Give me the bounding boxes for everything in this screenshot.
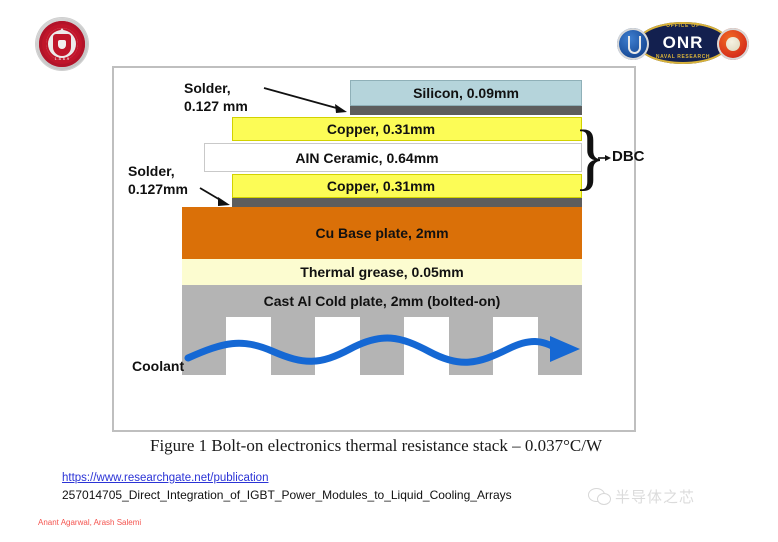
dbc-label: DBC xyxy=(612,148,645,165)
usmc-eagle-globe-seal-icon xyxy=(717,28,749,60)
source-url-remainder: 257014705_Direct_Integration_of_IGBT_Pow… xyxy=(62,488,512,502)
layer-silicon: Silicon, 0.09mm xyxy=(350,80,582,106)
seal-date-text: 1 8 6 9 xyxy=(54,56,70,61)
onr-logo: OFFICE OF ONR NAVAL RESEARCH xyxy=(613,20,753,68)
onr-oval-background xyxy=(637,22,729,64)
onr-center-text: ONR xyxy=(662,33,704,52)
dbc-brace-icon: } xyxy=(580,117,600,198)
callout-solder-bottom-line1: Solder, xyxy=(128,163,175,179)
cooling-fin xyxy=(449,317,493,375)
layer-copper-lower: Copper, 0.31mm xyxy=(232,174,582,198)
dbc-arrow-icon xyxy=(598,155,611,161)
layer-thermal-grease-label: Thermal grease, 0.05mm xyxy=(300,264,464,280)
seal-pediment-icon xyxy=(56,28,68,36)
onr-bottom-text: NAVAL RESEARCH xyxy=(655,54,711,60)
wechat-icon xyxy=(588,488,611,505)
layer-solder-lower xyxy=(232,198,582,207)
source-url-link[interactable]: https://www.researchgate.net/publication xyxy=(62,472,269,484)
figure-caption: Figure 1 Bolt-on electronics thermal res… xyxy=(150,436,602,455)
cooling-fins-group xyxy=(182,317,582,375)
usn-anchor-seal-icon xyxy=(617,28,649,60)
figure-frame: Silicon, 0.09mm Copper, 0.31mm AIN Ceram… xyxy=(112,66,645,432)
watermark-text: 半导体之芯 xyxy=(615,488,696,506)
layer-copper-lower-label: Copper, 0.31mm xyxy=(326,178,436,194)
leader-line-solder-top xyxy=(263,87,347,113)
callout-solder-bottom: Solder, 0.127mm xyxy=(128,163,188,198)
layer-aln-ceramic: AIN Ceramic, 0.64mm xyxy=(204,143,582,172)
layer-thermal-grease: Thermal grease, 0.05mm xyxy=(182,259,582,285)
layer-copper-upper: Copper, 0.31mm xyxy=(232,117,582,141)
cooling-fin xyxy=(182,317,226,375)
cooling-fin xyxy=(538,317,582,375)
onr-top-text: OFFICE OF xyxy=(666,23,700,29)
callout-solder-top-line2: 0.127 mm xyxy=(184,97,248,114)
leader-line-solder-bottom xyxy=(199,187,230,206)
layer-copper-upper-label: Copper, 0.31mm xyxy=(326,121,436,137)
callout-coolant: Coolant xyxy=(132,358,185,374)
callout-solder-top: Solder, 0.127 mm xyxy=(184,80,248,115)
callout-solder-top-line1: Solder, xyxy=(184,80,231,96)
layer-aln-ceramic-label: AIN Ceramic, 0.64mm xyxy=(295,149,439,166)
watermark: 半导体之芯 xyxy=(588,486,695,507)
cooling-fin xyxy=(271,317,315,375)
layer-cold-plate-label: Cast Al Cold plate, 2mm (bolted-on) xyxy=(263,293,501,309)
layer-cold-plate: Cast Al Cold plate, 2mm (bolted-on) xyxy=(182,285,582,317)
callout-solder-bottom-line2: 0.127mm xyxy=(128,180,188,197)
layer-silicon-label: Silicon, 0.09mm xyxy=(413,85,519,101)
layer-cu-base-plate-label: Cu Base plate, 2mm xyxy=(315,225,449,241)
seal-shield-icon xyxy=(53,34,71,56)
authors-text: Anant Agarwal, Arash Salemi xyxy=(38,518,142,527)
university-seal-logo: 1 8 6 9 xyxy=(30,16,92,74)
layer-solder-upper xyxy=(350,106,582,115)
cooling-fin xyxy=(360,317,404,375)
layer-cu-base-plate: Cu Base plate, 2mm xyxy=(182,207,582,259)
